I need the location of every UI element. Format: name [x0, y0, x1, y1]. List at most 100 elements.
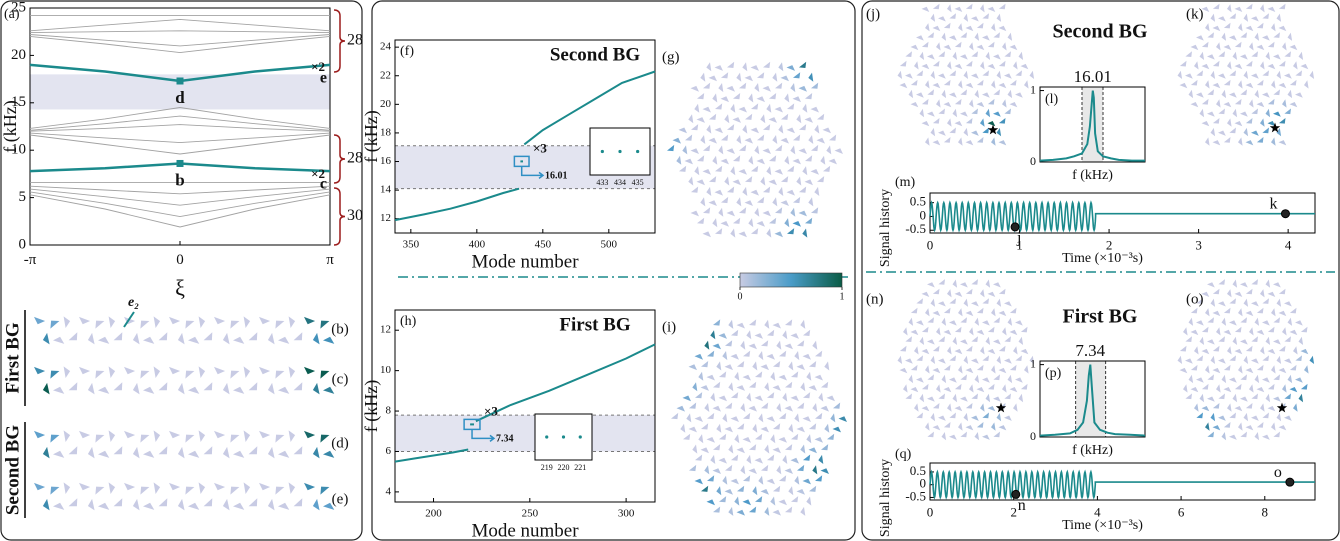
panel-label: (f)	[400, 44, 414, 59]
lattice-cell	[1018, 393, 1024, 403]
y-axis-label: f (kHz)	[0, 100, 21, 152]
lattice-cell	[1289, 387, 1298, 393]
lattice-cell	[932, 60, 940, 67]
y-tick-label: -0.5	[905, 488, 926, 503]
lattice-cell	[810, 106, 819, 113]
lattice-cell	[1009, 387, 1018, 393]
lattice-cell	[1229, 70, 1236, 76]
lattice-cell	[930, 70, 936, 79]
lattice-cell	[1015, 377, 1023, 383]
lattice-cell	[976, 387, 985, 393]
lattice-cell	[694, 478, 703, 485]
lattice-cell	[68, 446, 78, 455]
series-line	[29, 191, 331, 218]
lattice-cell	[731, 392, 739, 399]
inset-tick-label: 221	[574, 463, 586, 472]
lattice-cell	[760, 489, 769, 495]
panel-label: (j)	[866, 6, 880, 22]
lattice-cell	[1300, 63, 1309, 70]
probe-point	[1285, 477, 1295, 487]
lattice-cell	[726, 85, 735, 92]
lattice-cell	[778, 374, 787, 381]
lattice-cell	[198, 430, 206, 442]
lattice-cell	[95, 320, 105, 329]
lattice-cell	[1201, 41, 1209, 48]
lattice-cell	[980, 289, 985, 298]
lattice-cell	[1009, 79, 1017, 86]
lattice-cell	[921, 6, 930, 12]
lattice-cell	[1289, 364, 1297, 371]
lattice-cell	[815, 350, 823, 357]
lattice-cell	[695, 392, 703, 399]
y-tick-label: 10	[11, 142, 26, 158]
lattice-cell	[1185, 336, 1192, 342]
lattice-cell	[971, 358, 979, 364]
lattice-cell	[243, 482, 251, 494]
lattice-cell	[1207, 111, 1215, 117]
lattice-cell	[1201, 63, 1210, 70]
lattice-cell	[214, 430, 226, 439]
lattice-cell	[53, 450, 65, 458]
lattice-cell	[1278, 345, 1286, 352]
lattice-cell	[708, 75, 717, 82]
lattice-cell	[1196, 355, 1203, 361]
lattice-cell	[827, 433, 835, 440]
lattice-cell	[706, 374, 715, 381]
lattice-cell	[1223, 44, 1232, 51]
lattice-cell	[1245, 60, 1253, 67]
lattice-cell	[267, 382, 275, 395]
lattice-cell	[949, 434, 957, 440]
lattice-cell	[808, 385, 817, 391]
lattice-cell	[1018, 336, 1024, 345]
lattice-cell	[812, 465, 818, 475]
lattice-cell	[785, 506, 793, 513]
probe-point	[1280, 209, 1290, 219]
lattice-cell	[799, 61, 807, 68]
lattice-cell	[993, 54, 1001, 60]
series-line	[29, 185, 331, 195]
lattice-cell	[808, 135, 814, 144]
lattice-cell	[1282, 327, 1287, 336]
lattice-cell	[706, 124, 712, 134]
lattice-cell	[275, 370, 285, 379]
multiplicity-label: ×3	[484, 403, 498, 418]
lattice-cell	[971, 279, 978, 285]
lattice-cell	[706, 437, 715, 443]
lattice-cell	[818, 392, 824, 402]
lattice-cell	[932, 425, 941, 431]
lattice-cell	[905, 73, 913, 79]
lattice-cell	[784, 155, 790, 165]
lattice-cell	[1284, 393, 1291, 400]
lattice-cell	[927, 317, 934, 323]
lattice-cell	[998, 118, 1006, 124]
lattice-cell	[792, 221, 801, 227]
lattice-cell	[1009, 102, 1018, 108]
lattice-cell	[1234, 63, 1243, 70]
lattice-cell	[707, 412, 715, 420]
lattice-cell	[991, 137, 996, 146]
lattice-cell	[158, 446, 168, 455]
lattice-cell	[943, 44, 952, 51]
lattice-cell	[1293, 346, 1298, 355]
lattice-cell	[949, 355, 956, 361]
lattice-cell	[1234, 406, 1243, 412]
lattice-cell	[746, 330, 752, 340]
y-tick-label: 12	[380, 324, 391, 336]
lattice-cell	[728, 382, 734, 392]
lattice-cell	[694, 416, 703, 422]
lattice-cell	[910, 102, 919, 108]
panel-label: (a)	[4, 7, 20, 22]
lattice-cell	[965, 403, 973, 409]
lattice-cell	[1232, 279, 1238, 288]
lattice-cell	[740, 465, 746, 475]
panel-label: (l)	[1045, 92, 1059, 107]
lattice-cell	[1216, 42, 1221, 51]
lattice-cell	[140, 434, 150, 443]
lattice-cell	[1267, 98, 1275, 105]
y-tick-label: 14	[380, 184, 392, 196]
lattice-cell	[745, 176, 753, 183]
lattice-cell	[916, 355, 923, 361]
lattice-cell	[124, 430, 136, 439]
lattice-cell	[1232, 336, 1238, 345]
lattice-cell	[938, 51, 945, 57]
